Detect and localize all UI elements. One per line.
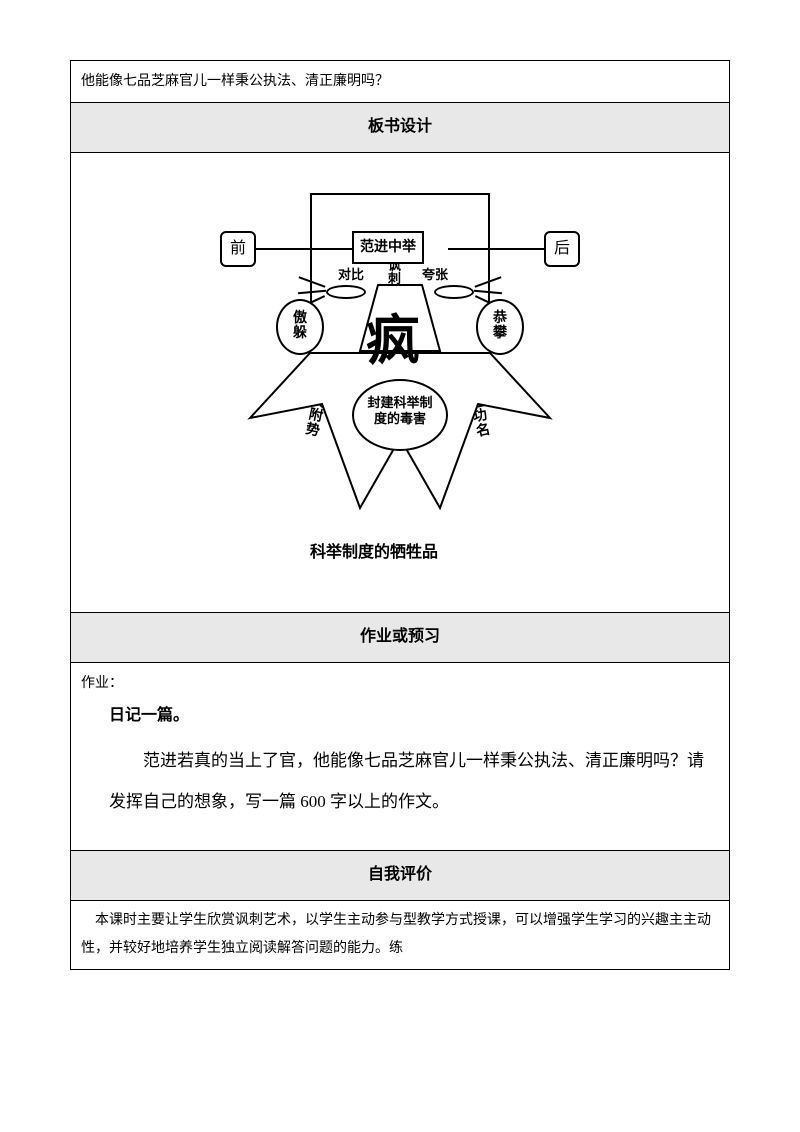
connector-line-left bbox=[256, 248, 352, 250]
homework-bold-line: 日记一篇。 bbox=[81, 696, 719, 737]
diagram-bottom-caption: 科举制度的牺牲品 bbox=[310, 539, 438, 568]
section-header-homework: 作业或预习 bbox=[71, 613, 729, 663]
center-circle-text: 封建科举制 度的毒害 bbox=[367, 395, 432, 426]
face-diagram: 前 后 范进中举 对比 讽 刺 夸张 疯 傲 躲 恭 攀 bbox=[190, 183, 610, 583]
top-question-text: 他能像七品芝麻官儿一样秉公执法、清正廉明吗？ bbox=[81, 74, 389, 89]
after-box: 后 bbox=[544, 231, 580, 267]
before-box: 前 bbox=[220, 231, 256, 267]
cheek-right-text: 恭 攀 bbox=[493, 311, 507, 341]
top-question-row: 他能像七品芝麻官儿一样秉公执法、清正廉明吗？ bbox=[71, 61, 729, 103]
board-design-diagram-cell: 前 后 范进中举 对比 讽 刺 夸张 疯 傲 躲 恭 攀 bbox=[71, 153, 729, 613]
connector-line-right bbox=[448, 248, 544, 250]
section-header-board-design: 板书设计 bbox=[71, 103, 729, 153]
section2-title: 作业或预习 bbox=[360, 628, 440, 645]
diagram-title-box: 范进中举 bbox=[352, 231, 424, 264]
cheek-left: 傲 躲 bbox=[276, 299, 324, 355]
cheek-left-text: 傲 躲 bbox=[293, 311, 307, 341]
homework-cell: 作业： 日记一篇。 范进若真的当上了官，他能像七品芝麻官儿一样秉公执法、清正廉明… bbox=[71, 663, 729, 852]
self-eval-text: 本课时主要让学生欣赏讽刺艺术，以学生主动参与型教学方式授课，可以增强学生学习的兴… bbox=[81, 913, 711, 956]
cheek-right: 恭 攀 bbox=[476, 299, 524, 355]
section1-title: 板书设计 bbox=[368, 118, 432, 135]
before-label: 前 bbox=[230, 240, 246, 257]
after-label: 后 bbox=[554, 240, 570, 257]
self-eval-cell: 本课时主要让学生欣赏讽刺艺术，以学生主动参与型教学方式授课，可以增强学生学习的兴… bbox=[71, 901, 729, 969]
diagram-title: 范进中举 bbox=[360, 240, 416, 255]
center-character-crazy: 疯 bbox=[366, 293, 420, 390]
homework-label: 作业： bbox=[81, 671, 719, 696]
section3-title: 自我评价 bbox=[368, 866, 432, 883]
document-table: 他能像七品芝麻官儿一样秉公执法、清正廉明吗？ 板书设计 前 后 范进中举 对比 … bbox=[70, 60, 730, 970]
homework-body: 范进若真的当上了官，他能像七品芝麻官儿一样秉公执法、清正廉明吗？请发挥自己的想象… bbox=[81, 737, 719, 843]
section-header-self-eval: 自我评价 bbox=[71, 851, 729, 901]
